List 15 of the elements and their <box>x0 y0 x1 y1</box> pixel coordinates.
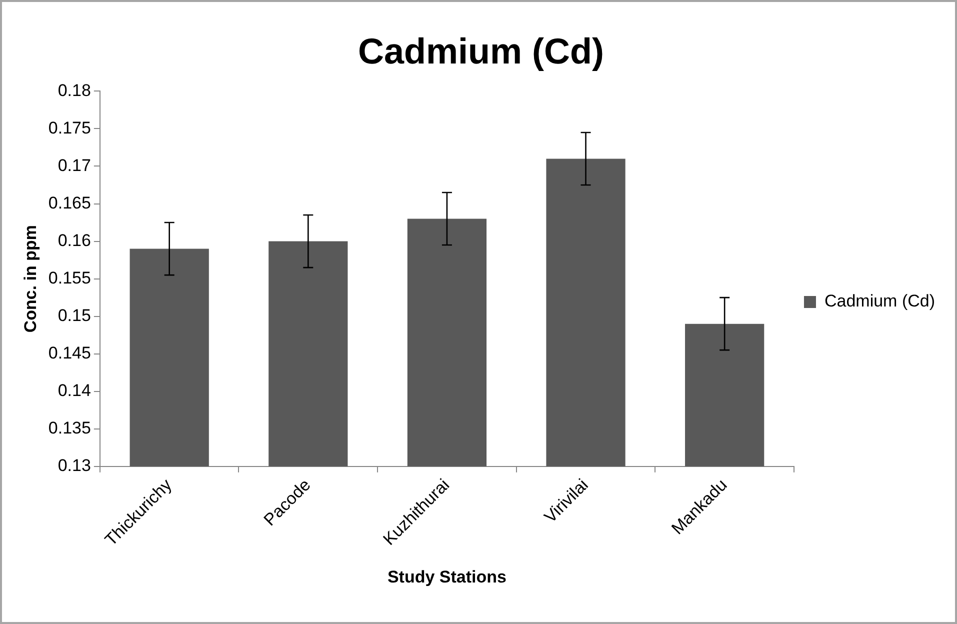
y-tick-label: 0.165 <box>48 193 91 212</box>
y-tick-label: 0.14 <box>58 381 91 400</box>
y-tick-label: 0.155 <box>48 268 91 288</box>
y-tick-label: 0.17 <box>58 156 91 175</box>
y-tick-label: 0.13 <box>58 456 91 476</box>
y-tick-label: 0.18 <box>58 80 91 100</box>
y-tick-label: 0.175 <box>48 118 91 138</box>
chart-title: Cadmium (Cd) <box>358 30 604 72</box>
legend-label: Cadmium (Cd) <box>824 292 936 311</box>
y-tick-label: 0.145 <box>48 344 91 363</box>
y-tick-label: 0.15 <box>58 306 91 325</box>
y-axis-title: Conc. in ppm <box>20 224 40 333</box>
y-tick-label: 0.16 <box>58 230 91 250</box>
y-tick-label: 0.135 <box>48 418 91 438</box>
x-axis-title: Study Stations <box>387 567 506 586</box>
